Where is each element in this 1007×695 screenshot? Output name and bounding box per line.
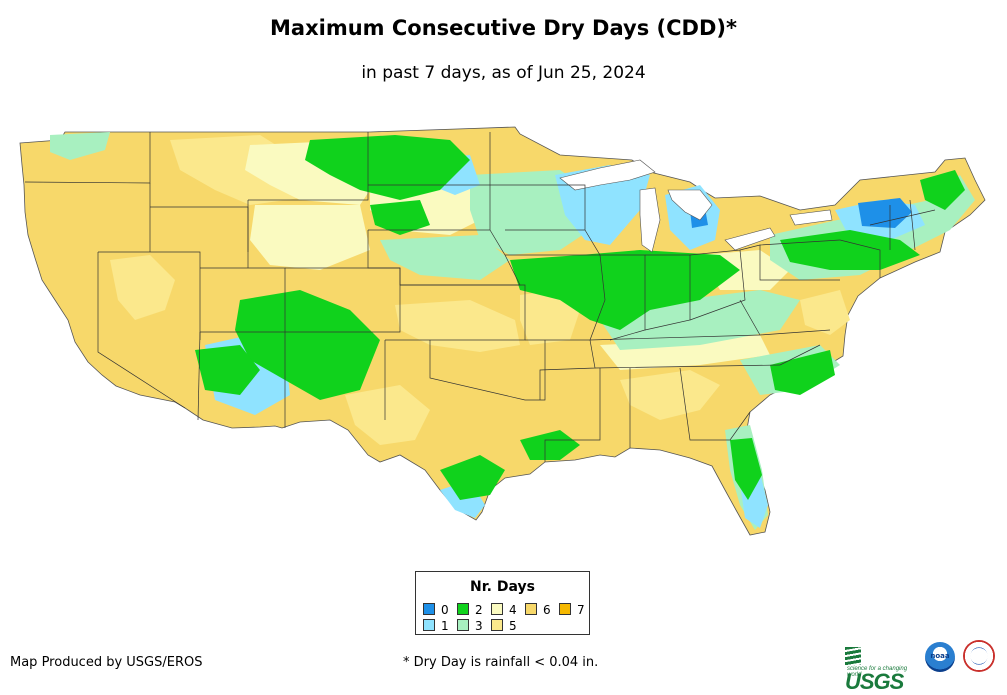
- zone-2days-florida: [730, 438, 762, 500]
- lake-michigan: [639, 187, 661, 253]
- legend-item-5: 5: [491, 619, 517, 632]
- credit-text: Map Produced by USGS/EROS: [10, 655, 203, 670]
- noaa-logo-text: noaa: [930, 652, 950, 660]
- legend-label: 4: [509, 603, 517, 617]
- legend-title: Nr. Days: [470, 579, 535, 595]
- zone-0days-new-england: [858, 198, 912, 228]
- legend-item-6: 6: [525, 603, 551, 616]
- usgs-logo-text: USGS: [845, 669, 904, 694]
- zone-2days-arizona: [195, 345, 260, 395]
- legend-item-0: 0: [423, 603, 449, 616]
- zone-5days-mid-atlantic: [800, 290, 850, 335]
- zone-2days-south-texas: [440, 455, 505, 500]
- legend-label: 0: [441, 603, 449, 617]
- map-legend: Nr. Days 0 1 2 3 4 5 6 7: [415, 571, 590, 635]
- legend-swatch: [525, 603, 537, 615]
- usgs-tagline: science for a changing world: [847, 666, 908, 678]
- zone-4days-wyoming: [250, 205, 370, 270]
- legend-label: 5: [509, 619, 517, 633]
- legend-label: 1: [441, 619, 449, 633]
- nws-logo-center-icon: [970, 648, 988, 664]
- zone-2days-maine: [920, 170, 965, 210]
- usgs-mark-icon: [845, 647, 861, 665]
- zone-3days-nebraska: [380, 235, 510, 280]
- zone-2days-carolina-coast: [770, 350, 835, 395]
- lake-erie: [724, 227, 776, 251]
- legend-swatch: [491, 603, 503, 615]
- usgs-logo: USGS science for a changing world: [845, 643, 919, 694]
- zone-5days-ozarks: [520, 290, 580, 345]
- legend-label: 3: [475, 619, 483, 633]
- map-subtitle: in past 7 days, as of Jun 25, 2024: [361, 63, 646, 83]
- state-boundaries: [24, 132, 936, 462]
- legend-item-2: 2: [457, 603, 483, 616]
- zone-2days-sd: [370, 200, 430, 235]
- map-title: Maximum Consecutive Dry Days (CDD)*: [270, 16, 737, 40]
- lake-huron: [667, 189, 713, 221]
- legend-label: 7: [577, 603, 585, 617]
- legend-item-1: 1: [423, 619, 449, 632]
- legend-label: 2: [475, 603, 483, 617]
- zone-3days-pnw-coast: [50, 132, 110, 160]
- noaa-logo-icon: [925, 642, 955, 672]
- zone-2days-northern-plains: [305, 135, 470, 200]
- lake-superior: [559, 159, 656, 191]
- legend-swatch: [559, 603, 571, 615]
- legend-swatch: [423, 619, 435, 631]
- legend-swatch: [457, 619, 469, 631]
- lake-ontario: [789, 209, 833, 226]
- legend-swatch: [423, 603, 435, 615]
- legend-swatch: [457, 603, 469, 615]
- zone-5days-great-basin: [110, 255, 175, 320]
- legend-item-3: 3: [457, 619, 483, 632]
- zone-5days-southern-plains: [395, 300, 520, 352]
- legend-item-4: 4: [491, 603, 517, 616]
- zone-2days-gulf-coast: [520, 430, 580, 460]
- legend-swatch: [491, 619, 503, 631]
- zone-5days-southeast: [620, 370, 720, 420]
- footnote-text: * Dry Day is rainfall < 0.04 in.: [403, 655, 599, 670]
- zone-5days-texas-west: [345, 385, 430, 445]
- zone-2days-midwest: [510, 250, 740, 330]
- legend-item-7: 7: [559, 603, 585, 616]
- legend-label: 6: [543, 603, 551, 617]
- zone-2days-colorado-nm: [235, 290, 380, 400]
- zone-2days-pennsylvania-ny: [780, 230, 920, 270]
